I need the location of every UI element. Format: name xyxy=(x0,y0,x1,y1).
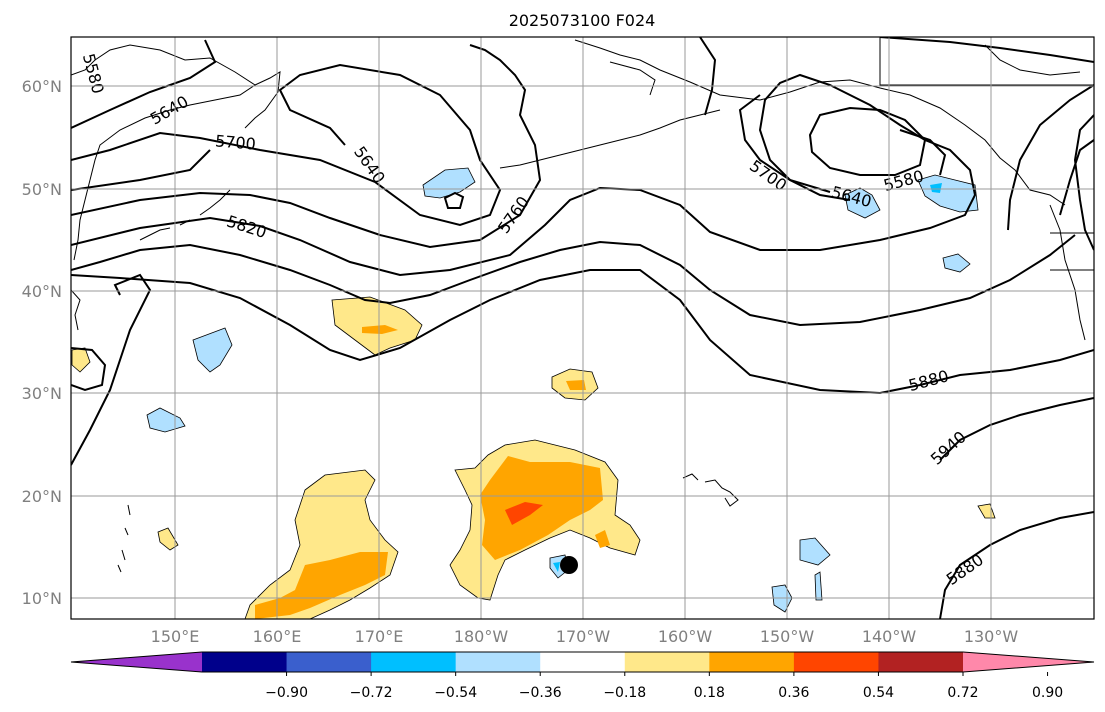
colorbar-tick-label: −0.54 xyxy=(434,685,477,701)
colorbar-extend-high xyxy=(963,652,1094,672)
latitude-axis: 60°N 50°N 40°N 30°N 20°N 10°N xyxy=(22,77,62,608)
lat-label: 40°N xyxy=(22,282,62,301)
map-frame xyxy=(70,36,1095,620)
lat-label: 30°N xyxy=(22,384,62,403)
lat-label: 50°N xyxy=(22,180,62,199)
height-contours xyxy=(71,37,1094,619)
lat-label: 60°N xyxy=(22,77,62,96)
colorbar-swatch xyxy=(371,652,457,672)
colorbar-tick-label: 0.90 xyxy=(1032,685,1063,701)
colorbar-tick-label: 0.54 xyxy=(863,685,894,701)
colorbar-swatch xyxy=(540,652,626,672)
lon-label: 160°E xyxy=(253,627,302,646)
colorbar: −0.90 −0.72 −0.54 −0.36 −0.18 0.18 0.36 0.54 0.7… xyxy=(70,651,1095,701)
colorbar-tick-label: 0.72 xyxy=(947,685,978,701)
colorbar-swatch xyxy=(709,652,795,672)
contour-label: 5700 xyxy=(214,131,256,153)
colorbar-swatch xyxy=(878,652,964,672)
colorbar-swatch xyxy=(793,652,879,672)
lon-label: 170°E xyxy=(355,627,404,646)
colorbar-tick-label: −0.18 xyxy=(603,685,646,701)
lon-label: 130°W xyxy=(964,627,1019,646)
colorbar-extend-low xyxy=(71,652,202,672)
map-title: 2025073100 F024 xyxy=(509,11,656,30)
colorbar-tick-label: −0.36 xyxy=(519,685,562,701)
lat-label: 10°N xyxy=(22,589,62,608)
colorbar-tick-label: 0.36 xyxy=(778,685,809,701)
lon-label: 160°W xyxy=(658,627,713,646)
lon-label: 180°W xyxy=(454,627,509,646)
colorbar-swatch xyxy=(624,652,710,672)
lon-label: 170°W xyxy=(556,627,611,646)
lat-label: 20°N xyxy=(22,487,62,506)
colorbar-swatch xyxy=(455,652,541,672)
lon-label: 150°W xyxy=(760,627,815,646)
colorbar-swatch xyxy=(286,652,372,672)
colorbar-outline xyxy=(70,651,1095,673)
colorbar-tick-label: −0.90 xyxy=(265,685,308,701)
storm-marker xyxy=(560,556,578,574)
colorbar-tick-label: 0.18 xyxy=(694,685,725,701)
colorbar-tick-label: −0.72 xyxy=(350,685,393,701)
map-area: 5580 5640 5700 5760 5820 5640 5700 5640 … xyxy=(71,37,1094,619)
lon-label: 140°W xyxy=(862,627,917,646)
colorbar-swatch xyxy=(202,652,288,672)
lon-label: 150°E xyxy=(151,627,200,646)
shading-layer xyxy=(71,167,996,619)
graticule xyxy=(71,37,1094,619)
coastlines xyxy=(71,37,1094,573)
longitude-axis: 150°E 160°E 170°E 180°W 170°W 160°W 150°… xyxy=(151,627,1019,646)
